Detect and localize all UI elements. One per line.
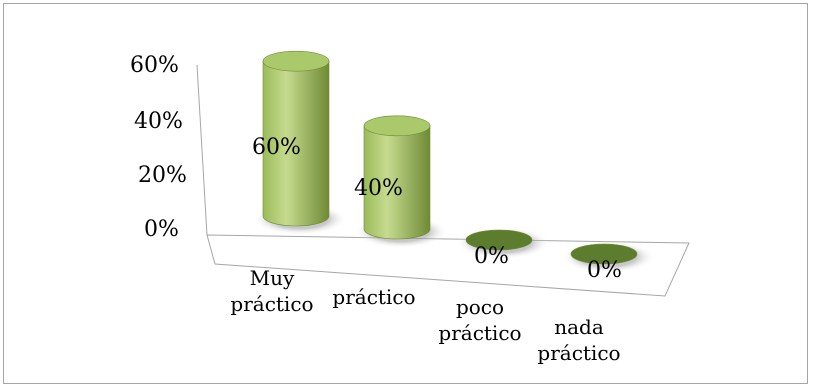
bar-base-disc	[570, 243, 638, 265]
data-label: 60%	[252, 135, 301, 160]
x-axis-labels: Muy práctico práctico poco práctico nada práct…	[230, 266, 620, 365]
bar-body	[262, 60, 330, 227]
back-wall-left-edge	[196, 64, 208, 236]
data-labels: 60% 40% 0% 0%	[252, 135, 622, 283]
bar-base-disc	[465, 229, 533, 251]
bars	[253, 50, 655, 273]
y-tick-label: 0%	[144, 217, 179, 242]
data-label: 0%	[474, 244, 509, 269]
data-label: 40%	[354, 176, 403, 201]
bar-cylinder	[354, 115, 448, 248]
bar-cylinder	[456, 227, 550, 259]
category-label: nada práctico	[537, 315, 620, 365]
y-tick-label: 60%	[130, 53, 179, 78]
bar-top	[262, 50, 330, 72]
y-tick-label: 20%	[138, 163, 187, 188]
bar-cylinder	[253, 50, 347, 235]
y-tick-label: 40%	[134, 109, 183, 134]
category-label: Muy práctico	[230, 266, 313, 316]
data-label: 0%	[587, 258, 622, 283]
bar-chart: 0% 20% 40% 60% 60% 40% 0% 0% Muy práctico prácti…	[130, 50, 690, 365]
category-label: práctico	[332, 285, 415, 309]
bar-body	[363, 125, 431, 240]
category-label: poco práctico	[438, 295, 521, 345]
chart-frame: 0% 20% 40% 60% 60% 40% 0% 0% Muy práctico prácti…	[3, 3, 808, 384]
y-axis-ticks: 0% 20% 40% 60%	[130, 53, 187, 242]
bar-top	[363, 115, 431, 137]
bar-cylinder	[561, 241, 655, 273]
